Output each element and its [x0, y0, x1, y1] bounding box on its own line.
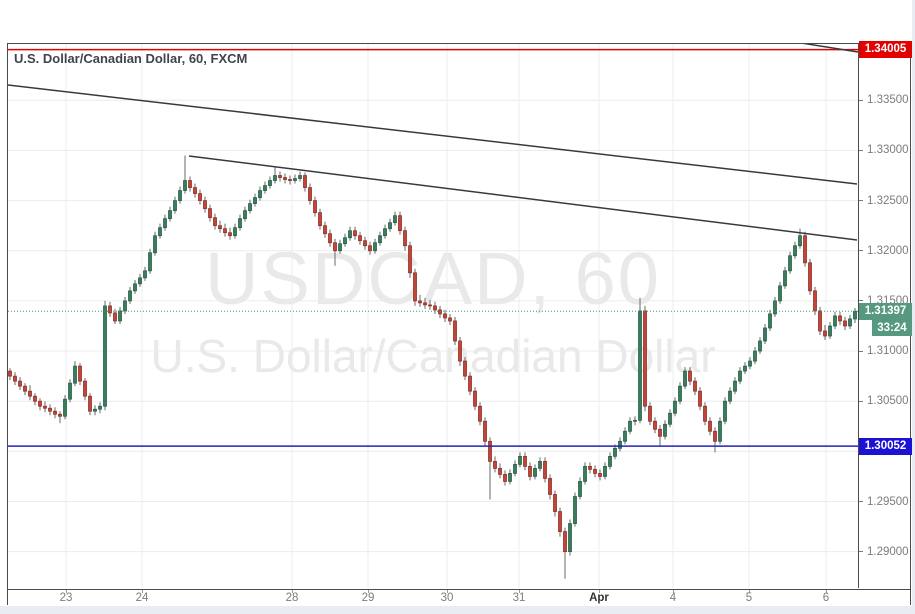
time-tick-label: 4 [669, 592, 677, 604]
bar-countdown-badge: 33:24 [872, 319, 912, 336]
page-margin-right [912, 0, 915, 614]
price-tick-mark [859, 300, 863, 302]
price-tick-mark [859, 551, 863, 553]
time-tick-mark [826, 590, 827, 593]
price-tick-mark [859, 350, 863, 352]
price-tick-mark [859, 400, 863, 402]
chart-container: USDCAD, 60 U.S. Dollar/Canadian Dollar U… [7, 41, 912, 606]
price-tick-label: 1.31000 [859, 343, 909, 359]
price-tick-label: 1.32000 [859, 243, 909, 259]
price-tick-mark [859, 149, 863, 151]
time-tick-mark [749, 590, 750, 593]
price-tick-label: 1.32500 [859, 193, 909, 209]
price-axis[interactable]: 1.33500 1.33000 1.32500 1.32000 1.31500 1.310… [859, 41, 912, 588]
candles [8, 155, 857, 579]
time-tick-mark [142, 590, 143, 593]
time-tick-mark [673, 590, 674, 593]
time-tick-label: 6 [822, 592, 830, 604]
time-tick-label: 24 [135, 592, 149, 604]
time-tick-mark [599, 590, 600, 593]
trendlines[interactable] [8, 44, 858, 241]
trendline-3 [802, 44, 858, 53]
time-tick-label: 5 [745, 592, 753, 604]
price-tick-label: 1.30500 [859, 393, 909, 409]
time-tick-mark [447, 590, 448, 593]
time-tick-label: Apr [589, 592, 609, 604]
candlestick-plot[interactable] [8, 44, 858, 588]
time-tick-mark [368, 590, 369, 593]
time-axis[interactable]: 23 24 28 29 30 31 Apr 4 5 6 [8, 589, 910, 606]
time-tick-label: 23 [59, 592, 73, 604]
price-tick-label: 1.33500 [859, 92, 909, 108]
time-tick-label: 30 [440, 592, 454, 604]
price-tick-mark [859, 250, 863, 252]
price-tick-label: 1.33000 [859, 142, 909, 158]
price-pane[interactable]: USDCAD, 60 U.S. Dollar/Canadian Dollar U… [8, 44, 859, 588]
time-tick-label: 29 [361, 592, 375, 604]
trendline-2 [188, 155, 858, 241]
price-tick-label: 1.29500 [859, 494, 909, 510]
price-tick-label: 1.29000 [859, 544, 909, 560]
price-tick-mark [859, 200, 863, 202]
time-tick-label: 28 [285, 592, 299, 604]
price-tick-mark [859, 99, 863, 101]
time-tick-label: 31 [512, 592, 526, 604]
price-tick-mark [859, 500, 863, 502]
page-margin-bottom [0, 606, 915, 614]
trendline-1 [8, 84, 858, 185]
alert-price-badge: 1.34005 [859, 41, 912, 59]
blue-level-price-badge: 1.30052 [859, 437, 912, 455]
time-tick-mark [519, 590, 520, 593]
gridlines [8, 44, 858, 588]
time-tick-mark [66, 590, 67, 593]
chart-legend-title[interactable]: U.S. Dollar/Canadian Dollar, 60, FXCM [14, 51, 248, 66]
last-price-badge: 1.31397 [859, 302, 912, 320]
level-lines[interactable] [8, 48, 858, 447]
time-tick-mark [292, 590, 293, 593]
